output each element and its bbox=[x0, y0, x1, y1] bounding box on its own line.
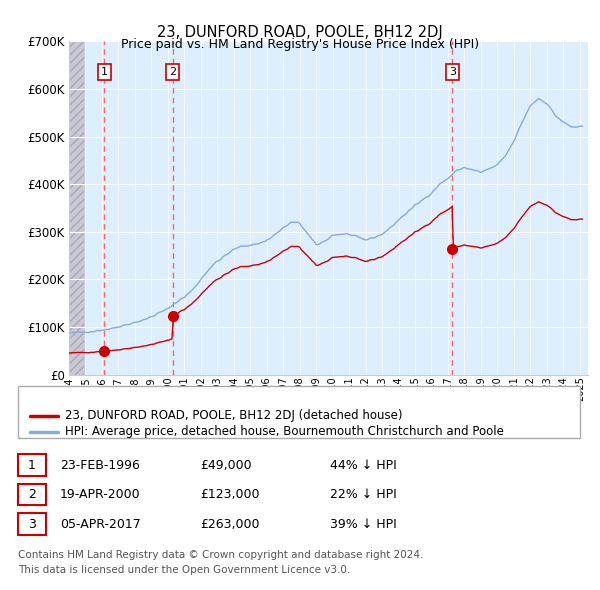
Text: 1: 1 bbox=[28, 458, 36, 471]
Bar bbox=[18, 454, 46, 476]
Text: Price paid vs. HM Land Registry's House Price Index (HPI): Price paid vs. HM Land Registry's House … bbox=[121, 38, 479, 51]
Bar bbox=[69, 41, 84, 375]
Text: 19-APR-2000: 19-APR-2000 bbox=[60, 488, 140, 501]
Text: Contains HM Land Registry data © Crown copyright and database right 2024.
This d: Contains HM Land Registry data © Crown c… bbox=[18, 550, 424, 575]
Text: 23, DUNFORD ROAD, POOLE, BH12 2DJ: 23, DUNFORD ROAD, POOLE, BH12 2DJ bbox=[157, 25, 443, 40]
Text: 3: 3 bbox=[28, 517, 36, 530]
Text: £49,000: £49,000 bbox=[200, 458, 251, 471]
Text: £123,000: £123,000 bbox=[200, 488, 260, 501]
Text: 23, DUNFORD ROAD, POOLE, BH12 2DJ (detached house): 23, DUNFORD ROAD, POOLE, BH12 2DJ (detac… bbox=[65, 409, 403, 422]
Bar bbox=[18, 513, 46, 535]
Text: 05-APR-2017: 05-APR-2017 bbox=[60, 517, 141, 530]
Bar bbox=[69, 41, 84, 375]
Text: 44% ↓ HPI: 44% ↓ HPI bbox=[330, 458, 397, 471]
Text: 2: 2 bbox=[28, 488, 36, 501]
Text: HPI: Average price, detached house, Bournemouth Christchurch and Poole: HPI: Average price, detached house, Bour… bbox=[65, 425, 504, 438]
Text: 22% ↓ HPI: 22% ↓ HPI bbox=[330, 488, 397, 501]
Text: 23-FEB-1996: 23-FEB-1996 bbox=[60, 458, 140, 471]
Bar bbox=[18, 386, 580, 438]
Text: 2: 2 bbox=[169, 67, 176, 77]
Text: 39% ↓ HPI: 39% ↓ HPI bbox=[330, 517, 397, 530]
Text: 3: 3 bbox=[449, 67, 456, 77]
Bar bbox=[18, 484, 46, 506]
Text: 1: 1 bbox=[101, 67, 108, 77]
Text: £263,000: £263,000 bbox=[200, 517, 260, 530]
